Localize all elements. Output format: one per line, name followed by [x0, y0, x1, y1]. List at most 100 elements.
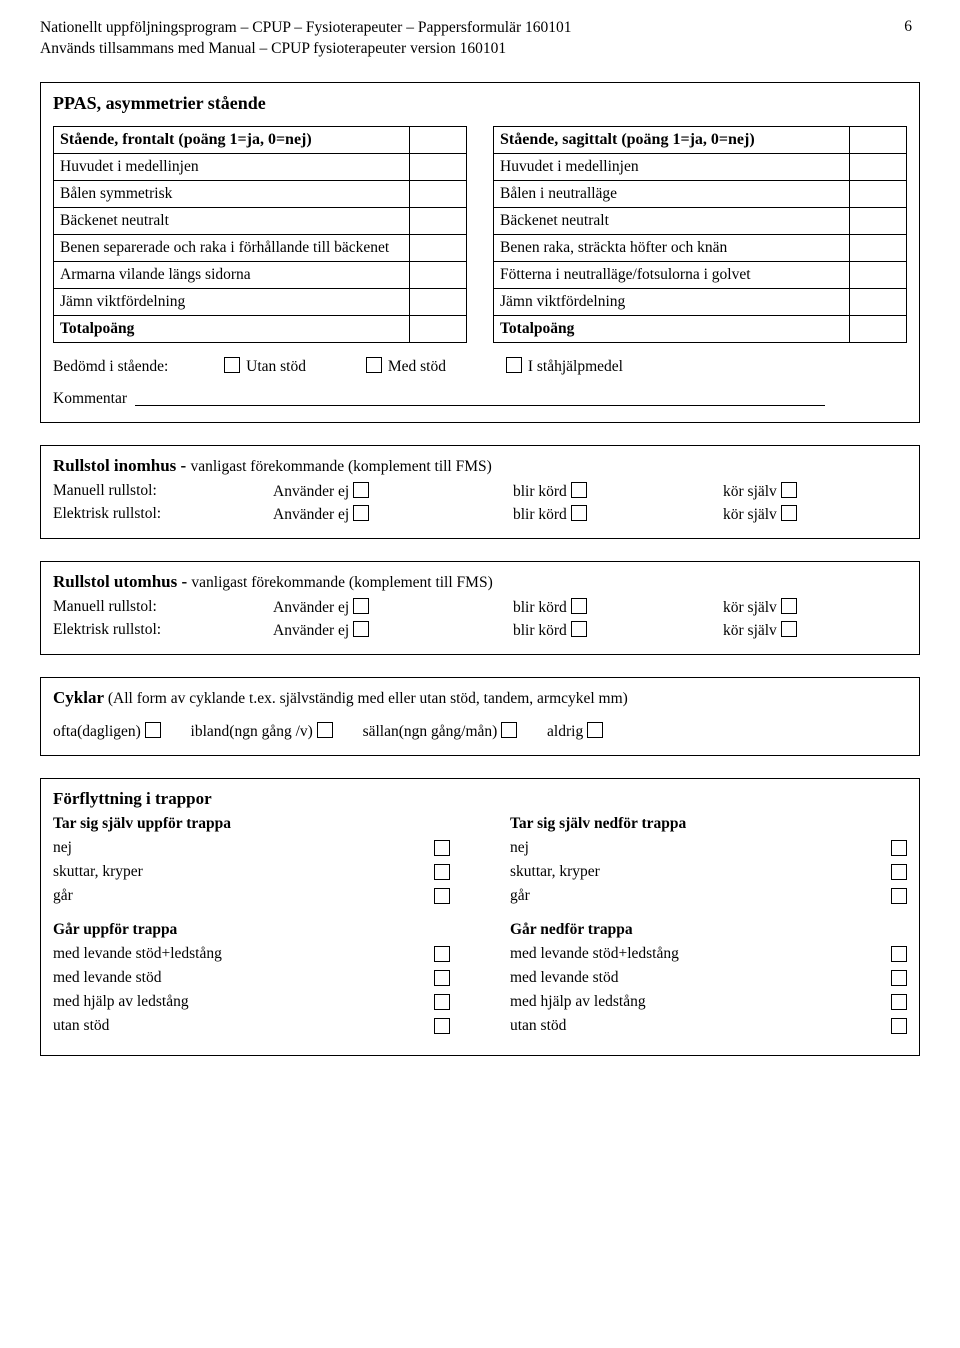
rullstol-utomhus-section: Rullstol utomhus - vanligast förekommand…: [40, 561, 920, 655]
ppas-left-val[interactable]: [410, 288, 467, 315]
trappor-opt: skuttar, kryper: [53, 863, 143, 881]
checkbox-utan-stod[interactable]: [224, 357, 240, 373]
trappor-opt: nej: [510, 839, 529, 857]
trappor-opt: med levande stöd+ledstång: [53, 945, 222, 963]
ppas-right-val[interactable]: [850, 261, 907, 288]
rs-opt: blir körd: [513, 622, 567, 639]
checkbox[interactable]: [571, 598, 587, 614]
rs-label: Manuell rullstol:: [53, 598, 273, 616]
checkbox[interactable]: [434, 994, 450, 1010]
checkbox[interactable]: [891, 888, 907, 904]
checkbox[interactable]: [781, 621, 797, 637]
rs-opt: kör själv: [723, 483, 777, 500]
checkbox[interactable]: [434, 864, 450, 880]
checkbox[interactable]: [353, 505, 369, 521]
checkbox[interactable]: [781, 482, 797, 498]
rs-in-row-elektrisk: Elektrisk rullstol: Använder ej blir kör…: [53, 505, 907, 524]
rullstol-inomhus-subtitle: vanligast förekommande (komplement till …: [190, 458, 491, 475]
trappor-down-head1: Tar sig själv nedför trappa: [510, 815, 907, 833]
ppas-right-total-val[interactable]: [850, 315, 907, 342]
cyklar-section: Cyklar (All form av cyklande t.ex. själv…: [40, 677, 920, 756]
checkbox[interactable]: [891, 970, 907, 986]
ppas-right-val[interactable]: [850, 153, 907, 180]
page-header: Nationellt uppföljningsprogram – CPUP – …: [40, 18, 920, 60]
ppas-left-row: Jämn viktfördelning: [54, 288, 410, 315]
ppas-left-val[interactable]: [410, 180, 467, 207]
checkbox[interactable]: [353, 598, 369, 614]
ppas-assessed-label: Bedömd i stående:: [53, 358, 168, 375]
checkbox[interactable]: [571, 482, 587, 498]
ppas-left-val[interactable]: [410, 261, 467, 288]
rs-label: Elektrisk rullstol:: [53, 621, 273, 639]
header-line-2: Används tillsammans med Manual – CPUP fy…: [40, 39, 572, 60]
rullstol-utomhus-title: Rullstol utomhus -: [53, 572, 191, 591]
trappor-opt: med hjälp av ledstång: [53, 993, 189, 1011]
ppas-left-val[interactable]: [410, 153, 467, 180]
checkbox[interactable]: [571, 505, 587, 521]
checkbox[interactable]: [891, 840, 907, 856]
ppas-comment-label: Kommentar: [53, 390, 127, 407]
checkbox-med-stod[interactable]: [366, 357, 382, 373]
checkbox[interactable]: [317, 722, 333, 738]
ppas-table-left: Stående, frontalt (poäng 1=ja, 0=nej) Hu…: [53, 126, 467, 343]
trappor-title: Förflyttning i trappor: [53, 789, 907, 809]
checkbox[interactable]: [434, 888, 450, 904]
trappor-down-head2: Går nedför trappa: [510, 921, 907, 939]
ppas-left-total-val[interactable]: [410, 315, 467, 342]
ppas-left-row: Bäckenet neutralt: [54, 207, 410, 234]
trappor-opt: med levande stöd: [53, 969, 161, 987]
ppas-assessed-row: Bedömd i stående: Utan stöd Med stöd I s…: [53, 357, 907, 376]
checkbox[interactable]: [434, 840, 450, 856]
checkbox[interactable]: [434, 970, 450, 986]
checkbox[interactable]: [501, 722, 517, 738]
ppas-right-row: Huvudet i medellinjen: [494, 153, 850, 180]
cyklar-opt: ibland(ngn gång /v): [191, 723, 313, 740]
opt-med-stod: Med stöd: [388, 358, 446, 375]
header-line-1: Nationellt uppföljningsprogram – CPUP – …: [40, 18, 572, 39]
ppas-right-val[interactable]: [850, 288, 907, 315]
page-number: 6: [904, 18, 912, 36]
rullstol-inomhus-title: Rullstol inomhus -: [53, 456, 190, 475]
checkbox[interactable]: [434, 1018, 450, 1034]
cyklar-opt: sällan(ngn gång/mån): [363, 723, 498, 740]
ppas-right-val[interactable]: [850, 207, 907, 234]
trappor-opt: utan stöd: [510, 1017, 566, 1035]
ppas-left-head-val[interactable]: [410, 126, 467, 153]
ppas-left-val[interactable]: [410, 207, 467, 234]
rs-ut-row-elektrisk: Elektrisk rullstol: Använder ej blir kör…: [53, 621, 907, 640]
ppas-left-total-label: Totalpoäng: [54, 315, 410, 342]
checkbox[interactable]: [781, 598, 797, 614]
trappor-up-head1: Tar sig själv uppför trappa: [53, 815, 450, 833]
ppas-comment-field[interactable]: [135, 405, 825, 406]
ppas-left-val[interactable]: [410, 234, 467, 261]
checkbox[interactable]: [434, 946, 450, 962]
checkbox[interactable]: [891, 994, 907, 1010]
cyklar-opt: ofta(dagligen): [53, 723, 141, 740]
checkbox[interactable]: [891, 946, 907, 962]
checkbox-stahjalpmedel[interactable]: [506, 357, 522, 373]
cyklar-opt: aldrig: [547, 723, 583, 740]
checkbox[interactable]: [571, 621, 587, 637]
checkbox[interactable]: [353, 482, 369, 498]
checkbox[interactable]: [145, 722, 161, 738]
ppas-right-row: Bäckenet neutralt: [494, 207, 850, 234]
ppas-right-val[interactable]: [850, 234, 907, 261]
checkbox[interactable]: [781, 505, 797, 521]
rs-label: Manuell rullstol:: [53, 482, 273, 500]
trappor-opt: nej: [53, 839, 72, 857]
rs-opt: Använder ej: [273, 506, 349, 523]
rs-opt: Använder ej: [273, 622, 349, 639]
rullstol-utomhus-subtitle: vanligast förekommande (komplement till …: [191, 574, 492, 591]
ppas-right-val[interactable]: [850, 180, 907, 207]
ppas-left-row: Huvudet i medellinjen: [54, 153, 410, 180]
ppas-right-row: Fötterna i neutralläge/fotsulorna i golv…: [494, 261, 850, 288]
checkbox[interactable]: [353, 621, 369, 637]
cyklar-title: Cyklar: [53, 688, 104, 707]
trappor-opt: med hjälp av ledstång: [510, 993, 646, 1011]
checkbox[interactable]: [891, 1018, 907, 1034]
rs-in-row-manuell: Manuell rullstol: Använder ej blir körd …: [53, 482, 907, 501]
checkbox[interactable]: [587, 722, 603, 738]
ppas-left-head: Stående, frontalt (poäng 1=ja, 0=nej): [54, 126, 410, 153]
ppas-right-head-val[interactable]: [850, 126, 907, 153]
checkbox[interactable]: [891, 864, 907, 880]
